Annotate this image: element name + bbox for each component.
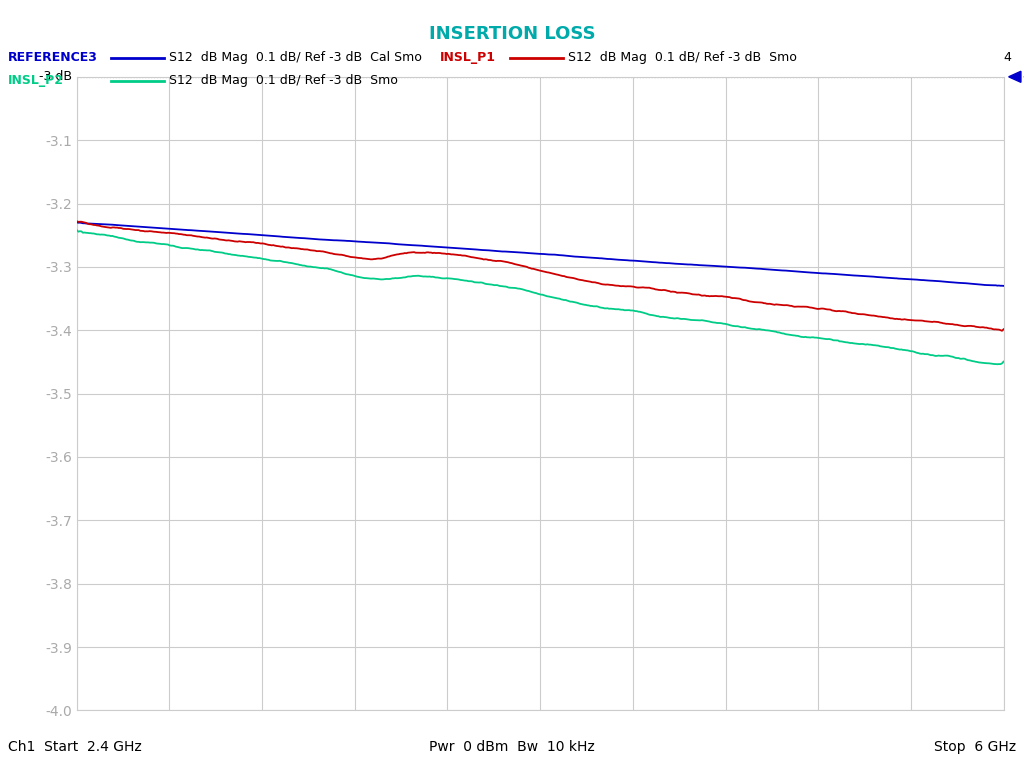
Text: INSL_P2: INSL_P2 (8, 74, 65, 87)
Text: S12  dB Mag  0.1 dB/ Ref -3 dB  Cal Smo: S12 dB Mag 0.1 dB/ Ref -3 dB Cal Smo (169, 51, 422, 64)
Text: -3 dB: -3 dB (39, 71, 72, 83)
Text: Ch1  Start  2.4 GHz: Ch1 Start 2.4 GHz (8, 740, 142, 754)
Text: INSL_P1: INSL_P1 (440, 51, 497, 64)
Text: Pwr  0 dBm  Bw  10 kHz: Pwr 0 dBm Bw 10 kHz (429, 740, 595, 754)
Text: 4: 4 (1004, 51, 1012, 64)
Text: Stop  6 GHz: Stop 6 GHz (934, 740, 1016, 754)
Text: S12  dB Mag  0.1 dB/ Ref -3 dB  Smo: S12 dB Mag 0.1 dB/ Ref -3 dB Smo (568, 51, 798, 64)
Text: REFERENCE3: REFERENCE3 (8, 51, 98, 64)
Text: S12  dB Mag  0.1 dB/ Ref -3 dB  Smo: S12 dB Mag 0.1 dB/ Ref -3 dB Smo (169, 74, 398, 87)
Text: INSERTION LOSS: INSERTION LOSS (429, 25, 595, 42)
